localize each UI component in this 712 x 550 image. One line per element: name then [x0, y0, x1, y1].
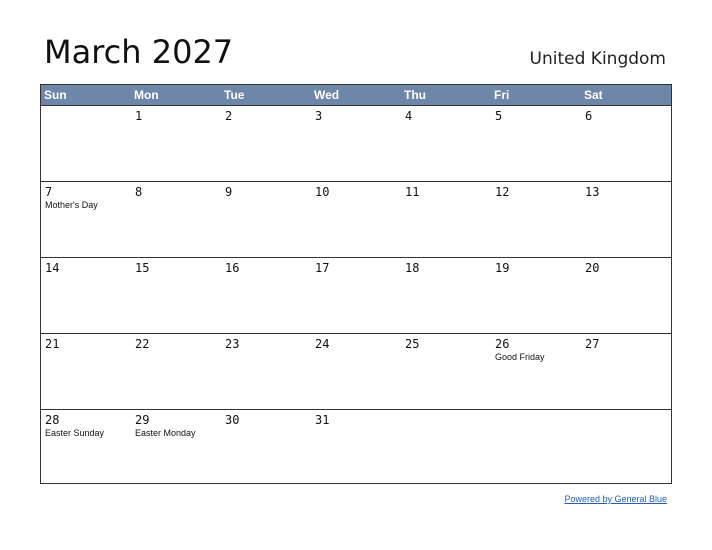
day-cell[interactable]: 27 [581, 334, 671, 409]
day-cell[interactable]: 24 [311, 334, 401, 409]
holiday-label: Easter Monday [135, 428, 196, 438]
day-number: 23 [225, 337, 240, 351]
day-cell[interactable]: 1 [131, 106, 221, 181]
day-number: 1 [135, 109, 143, 123]
day-cell[interactable]: 13 [581, 182, 671, 257]
day-number: 29 [135, 413, 150, 427]
day-number: 7 [45, 185, 53, 199]
day-number: 27 [585, 337, 600, 351]
day-cell[interactable]: 23 [221, 334, 311, 409]
day-number: 18 [405, 261, 420, 275]
day-cell[interactable] [491, 410, 581, 485]
week-row: 21 22 23 24 25 26 Good Friday 27 [41, 333, 671, 409]
day-cell[interactable]: 4 [401, 106, 491, 181]
weekday-wed: Wed [314, 88, 340, 102]
week-row: 14 15 16 17 18 19 20 [41, 257, 671, 333]
day-cell[interactable]: 12 [491, 182, 581, 257]
day-cell[interactable]: 30 [221, 410, 311, 485]
day-number: 12 [495, 185, 510, 199]
weekday-mon: Mon [134, 88, 159, 102]
day-number: 16 [225, 261, 240, 275]
day-cell[interactable]: 19 [491, 258, 581, 333]
day-number: 22 [135, 337, 150, 351]
day-number: 17 [315, 261, 330, 275]
weekday-thu: Thu [404, 88, 426, 102]
week-row: 1 2 3 4 5 6 [41, 105, 671, 181]
weekday-tue: Tue [224, 88, 245, 102]
holiday-label: Easter Sunday [45, 428, 105, 438]
day-number: 6 [585, 109, 593, 123]
day-number: 14 [45, 261, 60, 275]
day-number: 2 [225, 109, 233, 123]
day-cell[interactable]: 8 [131, 182, 221, 257]
calendar-grid: Sun Mon Tue Wed Thu Fri Sat 1 2 3 4 5 6 7 Mothe… [40, 84, 672, 484]
day-cell[interactable]: 5 [491, 106, 581, 181]
week-row: 28 Easter Sunday 29 Easter Monday 30 31 [41, 409, 671, 485]
day-number: 20 [585, 261, 600, 275]
day-cell[interactable]: 16 [221, 258, 311, 333]
day-cell[interactable]: 29 Easter Monday [131, 410, 221, 485]
day-number: 5 [495, 109, 503, 123]
powered-by-link[interactable]: Powered by General Blue [564, 494, 667, 504]
day-number: 15 [135, 261, 150, 275]
day-number: 26 [495, 337, 510, 351]
month-title: March 2027 [44, 33, 234, 71]
day-cell[interactable]: 28 Easter Sunday [41, 410, 131, 485]
day-cell[interactable]: 20 [581, 258, 671, 333]
day-cell[interactable]: 22 [131, 334, 221, 409]
weekday-fri: Fri [494, 88, 510, 102]
day-number: 30 [225, 413, 240, 427]
country-label: United Kingdom [529, 49, 666, 69]
day-cell[interactable]: 21 [41, 334, 131, 409]
day-cell[interactable]: 11 [401, 182, 491, 257]
day-number: 13 [585, 185, 600, 199]
weekday-header-row: Sun Mon Tue Wed Thu Fri Sat [41, 85, 671, 105]
day-cell[interactable]: 26 Good Friday [491, 334, 581, 409]
holiday-label: Good Friday [495, 352, 545, 362]
day-cell[interactable]: 15 [131, 258, 221, 333]
day-number: 4 [405, 109, 413, 123]
day-cell[interactable]: 6 [581, 106, 671, 181]
day-cell[interactable] [401, 410, 491, 485]
day-number: 19 [495, 261, 510, 275]
day-cell[interactable]: 18 [401, 258, 491, 333]
day-number: 31 [315, 413, 330, 427]
day-number: 28 [45, 413, 60, 427]
day-cell[interactable]: 3 [311, 106, 401, 181]
day-number: 8 [135, 185, 143, 199]
week-row: 7 Mother's Day 8 9 10 11 12 13 [41, 181, 671, 257]
day-number: 25 [405, 337, 420, 351]
day-cell[interactable] [41, 106, 131, 181]
weekday-sat: Sat [584, 88, 603, 102]
day-number: 10 [315, 185, 330, 199]
day-cell[interactable]: 2 [221, 106, 311, 181]
day-number: 11 [405, 185, 420, 199]
day-cell[interactable]: 9 [221, 182, 311, 257]
weekday-sun: Sun [44, 88, 67, 102]
day-number: 9 [225, 185, 233, 199]
day-cell[interactable]: 17 [311, 258, 401, 333]
holiday-label: Mother's Day [45, 200, 98, 210]
day-cell[interactable]: 31 [311, 410, 401, 485]
day-number: 3 [315, 109, 323, 123]
day-cell[interactable]: 7 Mother's Day [41, 182, 131, 257]
day-number: 24 [315, 337, 330, 351]
day-cell[interactable]: 25 [401, 334, 491, 409]
day-cell[interactable]: 10 [311, 182, 401, 257]
day-cell[interactable] [581, 410, 671, 485]
day-cell[interactable]: 14 [41, 258, 131, 333]
day-number: 21 [45, 337, 60, 351]
